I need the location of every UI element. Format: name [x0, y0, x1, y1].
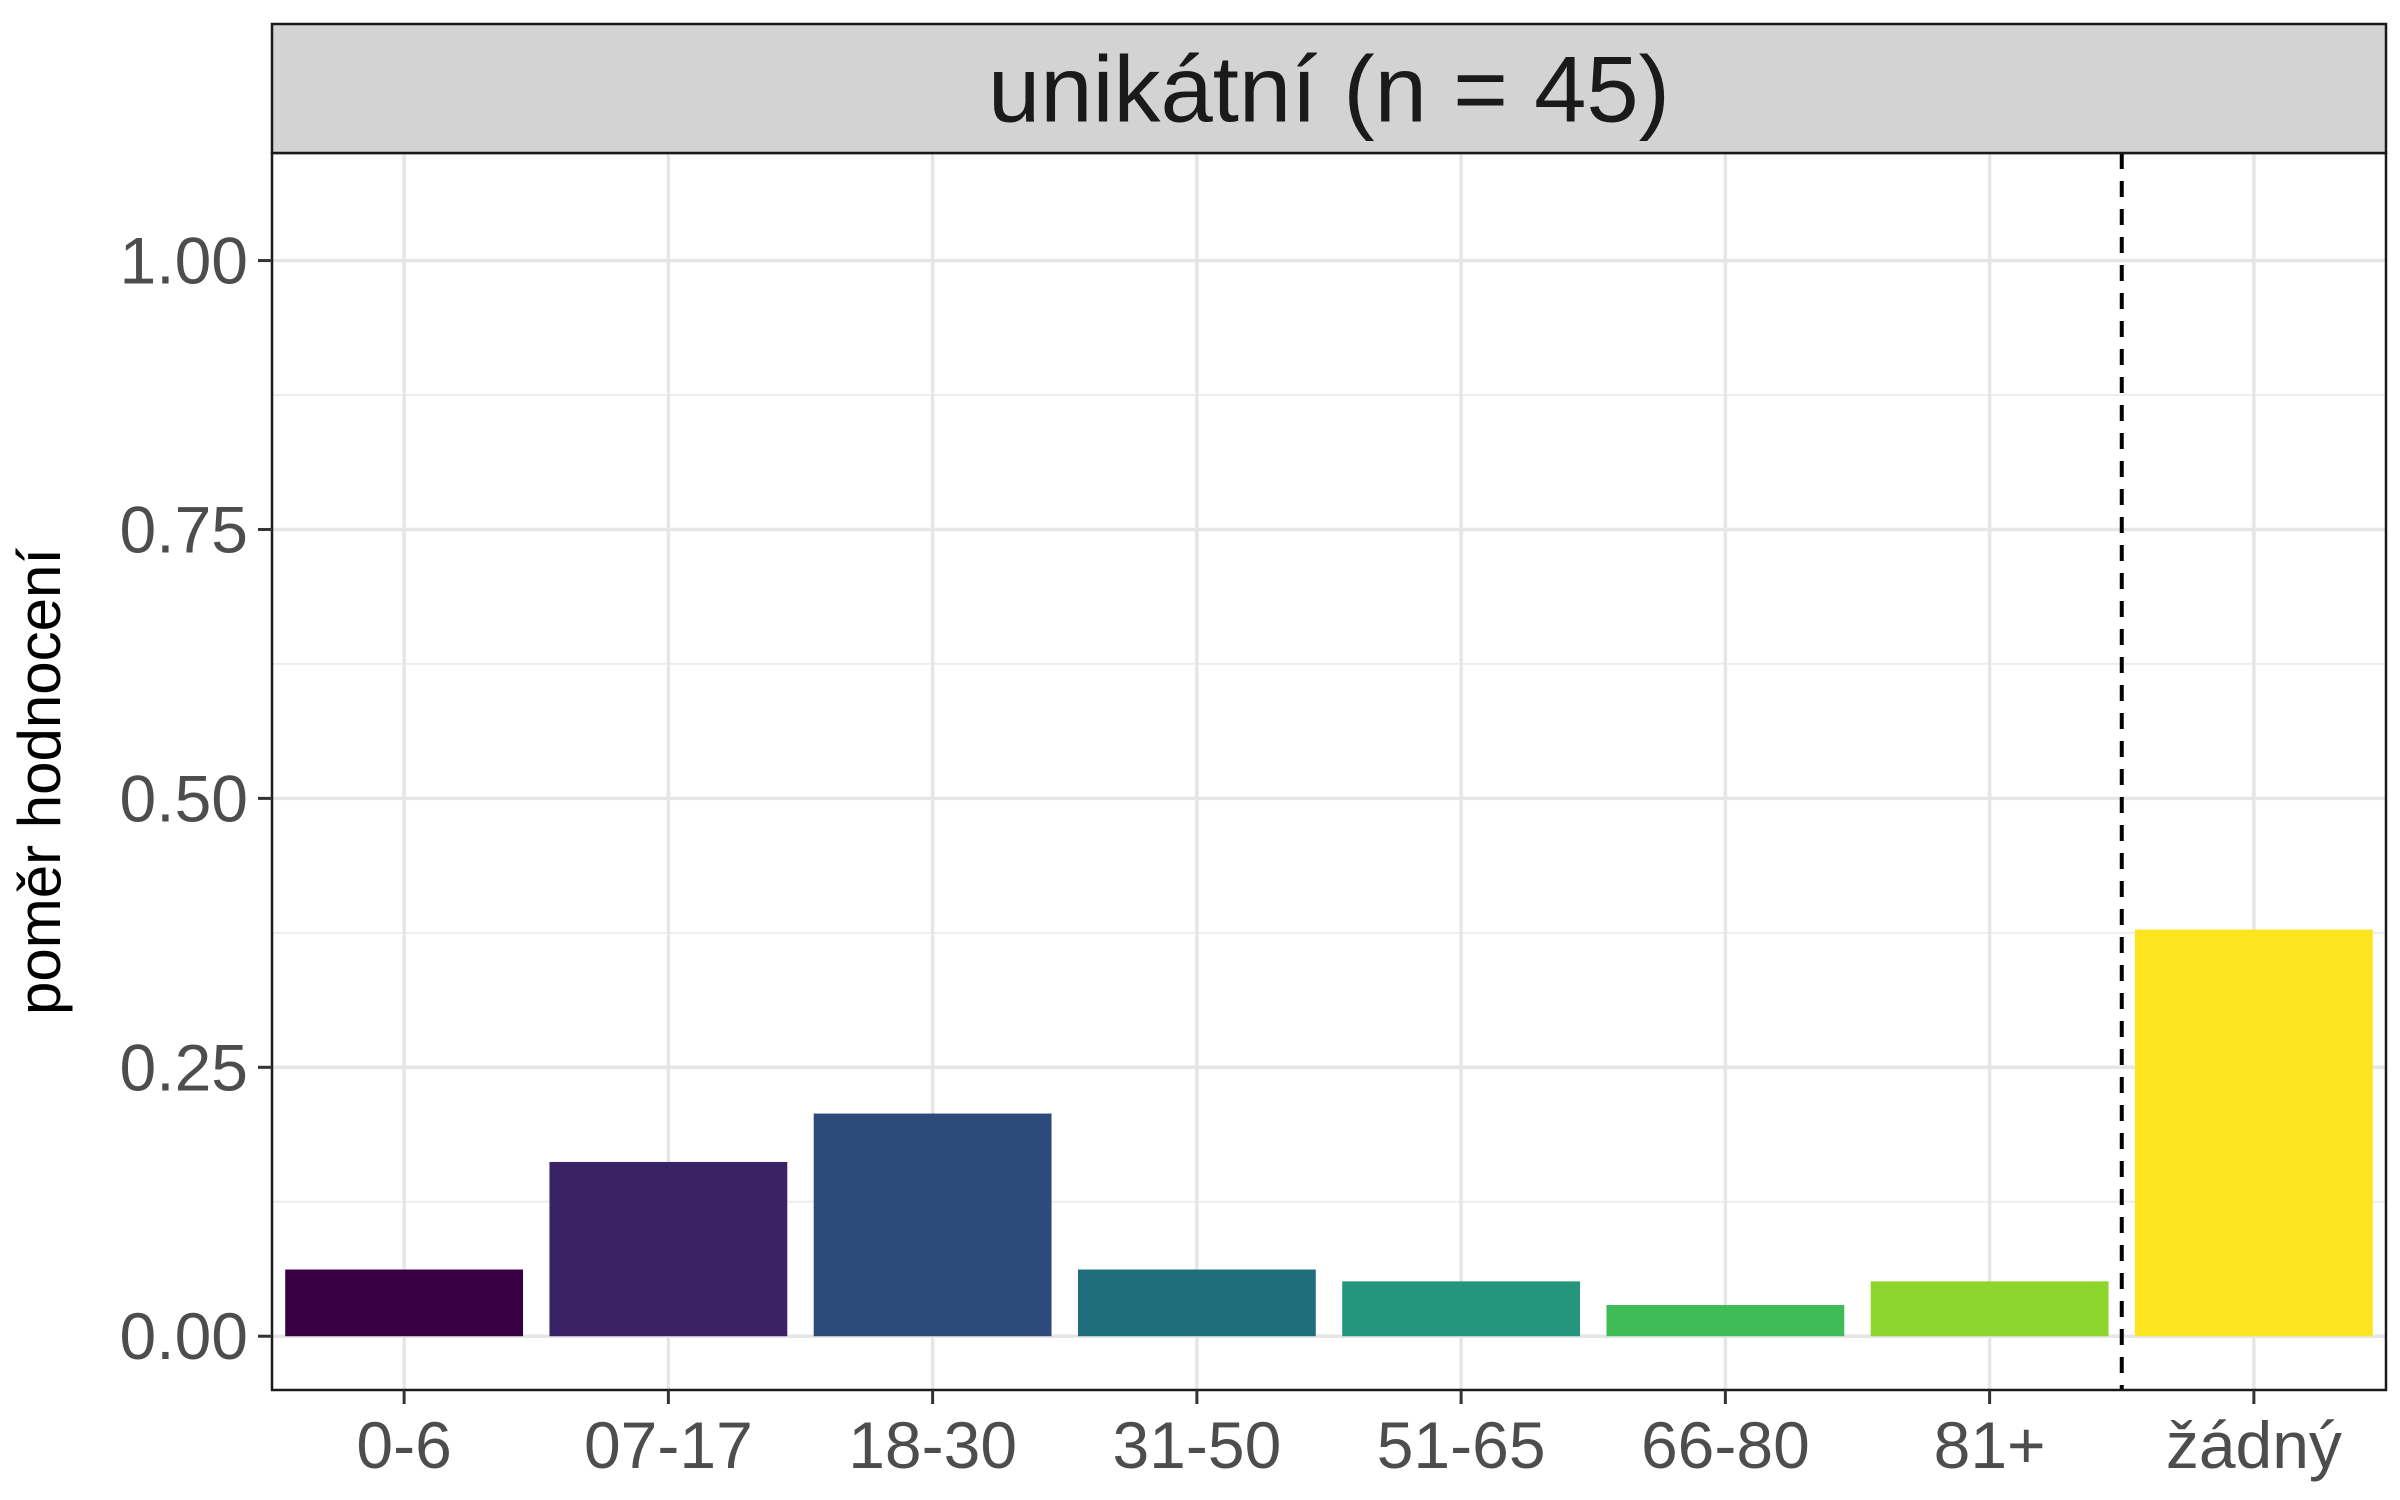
x-tick-label: 81+ [1934, 1408, 2046, 1482]
bar-0-6 [285, 1269, 524, 1337]
bar-žádný [2134, 929, 2373, 1337]
x-axis-ticks: 0-6 07-17 18-30 31-50 51-65 66-80 81+ žádný [356, 1390, 2342, 1482]
x-tick-label: 51-65 [1377, 1408, 1546, 1482]
y-axis-ticks: 0.00 0.25 0.50 0.75 1.00 [120, 224, 272, 1373]
y-tick-label: 0.75 [120, 492, 248, 566]
bar-31-50 [1077, 1269, 1316, 1337]
facet-strip [270, 22, 2388, 155]
x-tick-label: 07-17 [584, 1408, 753, 1482]
y-tick-label: 0.25 [120, 1030, 248, 1104]
bar-07-17 [549, 1161, 788, 1337]
x-tick-label: 31-50 [1112, 1408, 1281, 1482]
y-tick-label: 0.50 [120, 761, 248, 835]
facet-strip-title: unikátní (n = 45) [988, 37, 1670, 142]
x-tick-label: 66-80 [1641, 1408, 1810, 1482]
grid-lines [272, 153, 2386, 1390]
bar-66-80 [1606, 1305, 1845, 1337]
x-tick-label: 18-30 [848, 1408, 1017, 1482]
bar-81+ [1870, 1281, 2109, 1337]
y-tick-label: 0.00 [120, 1299, 248, 1373]
bar-18-30 [813, 1113, 1052, 1337]
bars-group [285, 929, 2373, 1337]
bar-51-65 [1342, 1281, 1581, 1337]
y-tick-label: 1.00 [120, 224, 248, 298]
x-tick-label: 0-6 [356, 1408, 451, 1482]
y-axis-title: poměr hodnocení [6, 548, 73, 1015]
x-tick-label: žádný [2166, 1408, 2342, 1482]
